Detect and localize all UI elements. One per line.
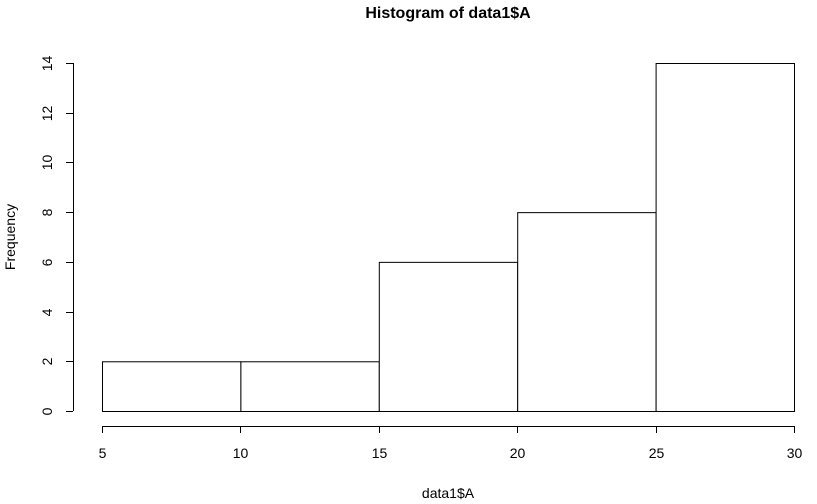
x-tick-label: 5 — [99, 445, 107, 461]
x-tick-label: 20 — [510, 445, 526, 461]
y-axis-label: Frequency — [2, 204, 18, 270]
y-tick-label: 6 — [39, 258, 55, 266]
y-tick-label: 0 — [39, 407, 55, 415]
y-tick-label: 14 — [39, 56, 55, 72]
histogram-bar — [378, 261, 519, 412]
y-tick-label: 8 — [39, 208, 55, 216]
y-tick-label: 10 — [39, 155, 55, 171]
y-tick-label: 12 — [39, 106, 55, 122]
y-tick-label: 4 — [39, 308, 55, 316]
histogram-bar — [517, 212, 657, 412]
y-tick-label: 2 — [39, 357, 55, 365]
histogram-bar — [240, 361, 380, 412]
x-tick-label: 30 — [787, 445, 803, 461]
x-axis-label: data1$A — [422, 485, 475, 501]
histogram-bar — [655, 63, 795, 412]
chart-title: Histogram of data1$A — [365, 5, 531, 22]
x-tick-label: 10 — [233, 445, 249, 461]
histogram-bar — [102, 361, 242, 412]
x-tick-label: 25 — [649, 445, 665, 461]
x-tick-label: 15 — [372, 445, 388, 461]
